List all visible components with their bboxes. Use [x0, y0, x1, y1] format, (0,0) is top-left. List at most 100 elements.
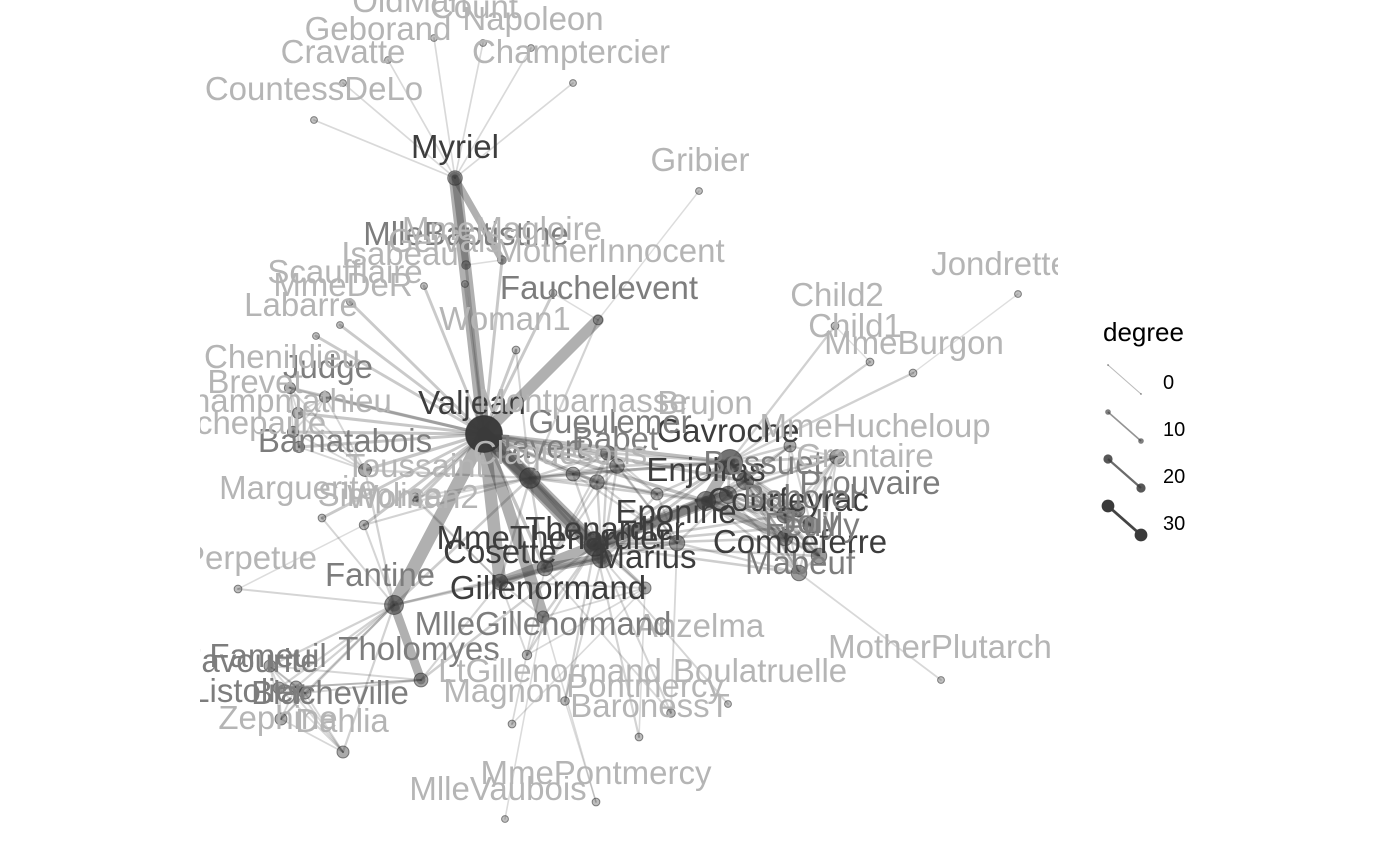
edge-joly-enjolras — [704, 499, 787, 517]
edge-cochepaille-valjean — [291, 430, 486, 436]
edge-anzelma-eponine — [670, 542, 678, 714]
node-label-mme-hucheloup: MmeHucheloup — [759, 407, 990, 444]
edge-javert-cosette — [498, 476, 532, 584]
node-label-combeferre: Combeferre — [713, 523, 887, 560]
edge-grantaire-feuilly — [817, 455, 839, 558]
edge-fantine-favourite — [277, 603, 396, 690]
edge-fauchelevent-javert — [528, 318, 600, 480]
edge-gavroche-valjean — [482, 432, 732, 464]
node-mme-pontmercy — [591, 797, 601, 807]
node-anzelma — [666, 708, 676, 718]
legend-label-0: 0 — [1163, 372, 1175, 394]
node-montparnasse — [565, 466, 581, 482]
edge-claquesous-mme-thenardier — [543, 480, 599, 570]
edge-bahorel-courfeyrac — [726, 493, 813, 527]
edge-javert-mme-thenardier — [528, 476, 547, 570]
edge-babet-eponine — [615, 464, 679, 545]
node-label-courfeyrac: Courfeyrac — [707, 481, 868, 518]
legend-link-20 — [1107, 458, 1142, 489]
edge-gueulemer-valjean — [482, 432, 610, 455]
edge-mlle-gillenormand-valjean — [478, 428, 549, 623]
node-label-joly: Joly — [781, 503, 840, 540]
legend-label-30: 30 — [1163, 513, 1186, 535]
edge-napoleon-myriel — [454, 42, 484, 179]
edge-scaufflaire-valjean — [314, 334, 486, 436]
node-count — [430, 34, 438, 42]
node-label-baroness-t: BaronessT — [570, 687, 730, 724]
edge-claquesous-eponine — [595, 480, 679, 545]
edge-baroness-t-gillenormand — [638, 587, 646, 738]
edge-judge-valjean — [323, 395, 486, 436]
node-label-marius: Marius — [597, 538, 696, 575]
node-isabeau — [461, 280, 469, 288]
node-gavroche — [717, 449, 743, 475]
legend-title: degree — [1103, 317, 1184, 347]
node-gribier — [695, 187, 703, 195]
node-label-cravatte: Cravatte — [281, 33, 406, 70]
edge-perpetue-fantine — [237, 588, 395, 606]
node-label-labarre: Labarre — [244, 286, 358, 323]
node-label-cochepaille: Cochepaille — [154, 404, 326, 441]
node-geborand — [384, 56, 392, 64]
node-label-grantaire: Grantaire — [796, 437, 934, 474]
node-cravatte — [339, 79, 347, 87]
edge-bossuet-prouvaire — [743, 479, 800, 512]
node-label-claquesous: Claquesous — [473, 434, 647, 471]
edge-javert-fantine — [392, 476, 532, 607]
edge-brujon-babet — [616, 465, 658, 495]
node-scaufflaire — [312, 332, 320, 340]
edge-enjolras-javert — [528, 476, 708, 503]
node-perpetue — [233, 584, 243, 594]
edge-child2-child1 — [834, 325, 871, 363]
node-grantaire — [829, 449, 845, 465]
edge-magnon-gillenormand — [511, 587, 646, 725]
edge-baroness-t-marius — [593, 543, 641, 739]
edge-gervais-valjean — [422, 284, 486, 436]
edge-feuilly-marius — [593, 543, 821, 558]
edge-favourite-fameuil — [269, 665, 280, 689]
edge-mabeuf-marius — [593, 543, 801, 575]
node-magnon — [507, 719, 517, 729]
node-label-toussaint: Toussaint — [345, 447, 484, 484]
node-label-valjean: Valjean — [418, 384, 526, 421]
node-label-mlle-gillenormand: MlleGillenormand — [415, 605, 672, 642]
node-old-man — [569, 79, 577, 87]
edge-lt-gillenormand-cosette — [499, 581, 528, 656]
node-mabeuf — [790, 564, 808, 582]
node-label-napoleon: Napoleon — [462, 0, 603, 37]
node-label-child2: Child2 — [790, 276, 884, 313]
edge-zephine-favourite — [278, 687, 282, 720]
node-label-fameuil: Fameuil — [209, 637, 326, 674]
edge-joly-courfeyrac — [726, 493, 787, 517]
edge-mme-de-r-valjean — [348, 300, 486, 436]
edge-simplice-javert — [362, 476, 532, 527]
edge-cochepaille-champmathieu — [292, 412, 299, 433]
node-child2 — [865, 357, 875, 367]
edge-bamatabois-valjean — [363, 432, 486, 472]
edge-mme-thenardier-valjean — [482, 432, 547, 570]
edge-thenardier-valjean — [477, 427, 609, 565]
edge-courfeyrac-eponine — [675, 493, 730, 545]
edge-chenildieu-judge — [298, 396, 326, 448]
edge-boulatruelle-thenardier — [601, 557, 729, 705]
node-label-dahlia: Dahlia — [295, 702, 389, 739]
edge-champmathieu-valjean — [296, 411, 486, 436]
node-cosette — [491, 573, 509, 591]
edge-anzelma-thenardier — [600, 556, 673, 715]
node-label-cosette: Cosette — [443, 533, 557, 570]
node-mother-plutarch — [937, 676, 945, 684]
edge-marius-valjean — [477, 427, 602, 552]
edge-enjolras-mabeuf — [704, 499, 801, 575]
edge-claquesous-gueulemer — [595, 451, 610, 484]
edge-mlle-baptistine-myriel — [451, 174, 470, 269]
edge-isabeau-valjean — [463, 282, 486, 436]
node-label-blacheville: Blacheville — [251, 674, 409, 711]
edge-brujon-gueulemer — [607, 452, 658, 495]
node-pontmercy — [560, 696, 570, 706]
node-cochepaille — [286, 425, 300, 439]
edge-valjean-myriel — [448, 171, 491, 441]
edge-mme-pontmercy-mlle-gillenormand — [542, 616, 597, 803]
